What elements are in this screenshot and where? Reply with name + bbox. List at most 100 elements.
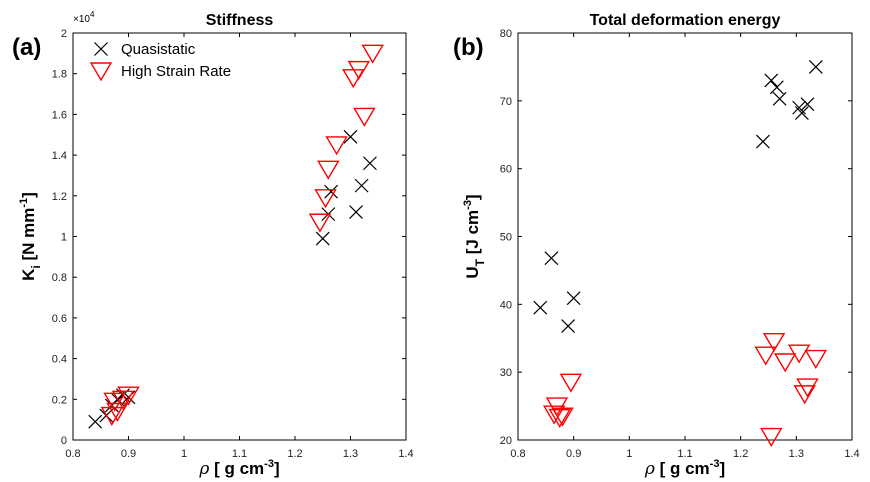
x-tick-label: 1.1 bbox=[677, 448, 692, 460]
x-marker-stroke bbox=[324, 184, 338, 199]
high-strain-rate-point bbox=[542, 405, 566, 425]
x-tick-label: 1.4 bbox=[398, 448, 413, 460]
x-tick-label: 0.9 bbox=[566, 448, 581, 460]
y-label-subscript: i bbox=[29, 265, 43, 268]
y-tick-label: 70 bbox=[500, 96, 512, 108]
quasistatic-point bbox=[324, 184, 338, 199]
energy-y-axis-label: UT [J cm-3] bbox=[462, 194, 487, 278]
x-marker-stroke bbox=[800, 97, 815, 112]
stiffness-y-axis-label: Ki [N mm-1] bbox=[18, 192, 43, 281]
x-marker-stroke bbox=[94, 42, 108, 56]
high-strain-rate-point bbox=[545, 397, 569, 417]
y-tick-label: 50 bbox=[500, 232, 512, 244]
y-tick-label: 80 bbox=[500, 28, 512, 40]
stiffness-title: Stiffness bbox=[206, 12, 274, 29]
x-tick-label: 1.3 bbox=[789, 448, 804, 460]
high-strain-rate-point bbox=[308, 213, 332, 233]
x-tick-label: 1.4 bbox=[844, 448, 859, 460]
y-tick-label: 0.6 bbox=[52, 313, 67, 325]
legend-high-strain-rate-marker bbox=[89, 62, 113, 82]
quasistatic-point bbox=[343, 129, 358, 144]
y-tick-label: 1.2 bbox=[52, 191, 67, 203]
x-marker-stroke bbox=[533, 300, 548, 315]
legend-entry: Quasistatic bbox=[121, 41, 196, 58]
legend-entry: High Strain Rate bbox=[121, 63, 231, 80]
high-strain-rate-point bbox=[106, 402, 129, 422]
x-marker-stroke bbox=[354, 178, 369, 193]
high-strain-rate-point bbox=[793, 385, 816, 405]
x-marker-stroke bbox=[808, 59, 823, 74]
y-label-superscript: -3 bbox=[462, 200, 474, 210]
x-tick-label: 1 bbox=[626, 448, 632, 460]
x-marker-stroke bbox=[792, 100, 807, 115]
x-tick-label: 1.1 bbox=[232, 448, 247, 460]
x-marker-stroke bbox=[561, 319, 576, 333]
y-label-superscript: -1 bbox=[18, 198, 30, 208]
y-tick-label: 1 bbox=[61, 232, 67, 244]
high-strain-rate-point bbox=[361, 44, 384, 64]
x-label-bracket: ] bbox=[719, 459, 725, 478]
high-strain-rate-point bbox=[342, 69, 365, 89]
y-tick-label: 2 bbox=[61, 28, 67, 40]
energy-data-marks bbox=[533, 59, 828, 447]
y-label-symbol: U bbox=[463, 266, 482, 278]
quasistatic-point bbox=[354, 178, 369, 193]
x-marker-stroke bbox=[349, 205, 363, 220]
quasistatic-point bbox=[800, 97, 815, 112]
x-marker-stroke bbox=[363, 156, 377, 171]
stiffness-y-exponent: ×104 bbox=[73, 10, 95, 25]
y-label-unit: [J cm bbox=[463, 210, 482, 259]
x-tick-label: 1 bbox=[181, 448, 187, 460]
high-strain-rate-point bbox=[117, 386, 140, 406]
high-strain-rate-point bbox=[548, 408, 571, 428]
y-exponent-base: ×10 bbox=[73, 14, 90, 25]
x-label-superscript: -3 bbox=[710, 458, 720, 470]
x-tick-label: 0.8 bbox=[510, 448, 525, 460]
high-strain-rate-point bbox=[314, 189, 337, 209]
x-label-unit: [ g cm bbox=[655, 459, 710, 478]
y-tick-label: 20 bbox=[500, 435, 512, 447]
energy-ticks: 0.8 0.9 1 1.1 1.2 1.3 1.4 20 30 40 50 60 70 80 bbox=[500, 28, 860, 460]
y-label-bracket: ] bbox=[19, 192, 38, 198]
quasistatic-point bbox=[794, 106, 809, 120]
x-tick-label: 1.2 bbox=[287, 448, 302, 460]
y-label-unit: [N mm bbox=[19, 208, 38, 266]
quasistatic-point bbox=[315, 231, 330, 246]
y-label-subscript: T bbox=[473, 258, 487, 266]
legend-quasistatic-marker bbox=[94, 42, 108, 56]
x-tick-label: 1.2 bbox=[733, 448, 748, 460]
high-strain-rate-point bbox=[796, 378, 819, 398]
stiffness-plot-frame bbox=[72, 32, 407, 441]
y-tick-label: 40 bbox=[500, 299, 512, 311]
y-label-bracket: ] bbox=[463, 194, 482, 200]
quasistatic-point bbox=[349, 205, 363, 220]
x-marker-stroke bbox=[544, 251, 559, 266]
y-label-symbol: K bbox=[19, 268, 38, 281]
high-strain-rate-point bbox=[353, 107, 376, 127]
panel-b-label: (b) bbox=[453, 34, 484, 61]
high-strain-rate-point bbox=[317, 160, 340, 180]
rho-symbol: ρ bbox=[644, 459, 655, 479]
quasistatic-point bbox=[764, 73, 779, 88]
high-strain-rate-point bbox=[773, 353, 797, 373]
high-strain-rate-point bbox=[347, 60, 371, 81]
y-tick-label: 1.8 bbox=[52, 69, 67, 81]
high-strain-rate-point bbox=[754, 346, 777, 366]
energy-title: Total deformation energy bbox=[590, 12, 781, 29]
high-strain-rate-point bbox=[760, 427, 783, 447]
y-exponent-power: 4 bbox=[90, 10, 95, 19]
x-label-superscript: -3 bbox=[264, 458, 274, 470]
high-strain-rate-point bbox=[787, 344, 811, 364]
y-tick-label: 0.8 bbox=[52, 272, 67, 284]
y-tick-label: 0.2 bbox=[52, 394, 67, 406]
x-marker-stroke bbox=[794, 106, 809, 120]
y-tick-label: 1.6 bbox=[52, 109, 67, 121]
x-label-unit: [ g cm bbox=[209, 459, 264, 478]
x-tick-label: 0.9 bbox=[121, 448, 136, 460]
x-marker-stroke bbox=[756, 134, 770, 149]
quasistatic-point bbox=[756, 134, 770, 149]
high-strain-rate-point bbox=[762, 332, 786, 353]
quasistatic-point bbox=[544, 251, 559, 266]
x-marker-stroke bbox=[315, 231, 330, 246]
